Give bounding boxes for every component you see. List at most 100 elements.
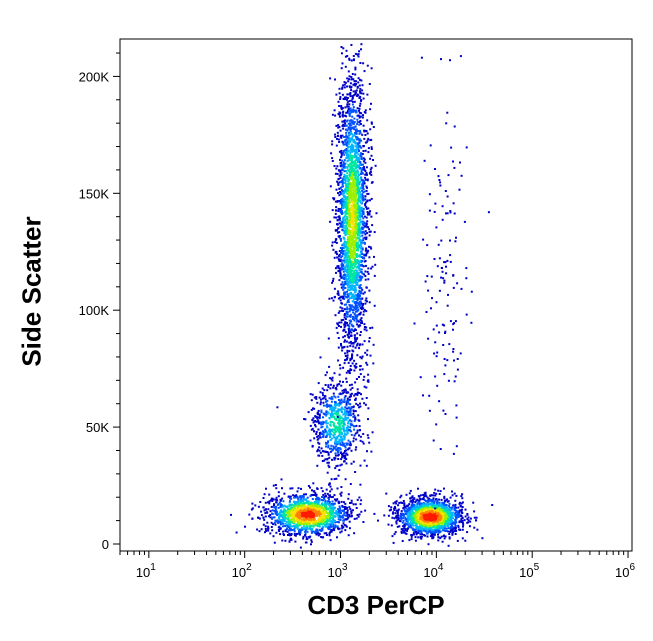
data-point bbox=[346, 258, 349, 261]
data-point bbox=[364, 233, 367, 236]
data-point bbox=[352, 298, 355, 301]
data-point bbox=[345, 417, 348, 420]
data-point bbox=[344, 433, 347, 436]
data-point bbox=[318, 533, 321, 536]
data-point bbox=[314, 415, 317, 418]
data-point bbox=[347, 439, 350, 442]
data-point bbox=[311, 393, 314, 396]
data-point bbox=[338, 441, 341, 444]
data-point bbox=[303, 498, 306, 501]
data-point bbox=[350, 233, 353, 236]
data-point bbox=[346, 129, 349, 132]
data-point bbox=[417, 521, 420, 524]
data-point bbox=[394, 516, 397, 519]
data-point bbox=[405, 493, 408, 496]
data-point bbox=[427, 514, 430, 517]
data-point bbox=[270, 516, 273, 519]
data-point bbox=[330, 504, 333, 507]
data-point bbox=[331, 448, 334, 451]
data-point bbox=[359, 102, 362, 105]
data-point bbox=[344, 55, 347, 58]
data-point bbox=[359, 251, 362, 254]
data-point bbox=[394, 501, 397, 504]
data-point bbox=[348, 132, 351, 134]
data-point bbox=[356, 498, 359, 501]
data-point bbox=[315, 533, 318, 536]
data-point bbox=[418, 499, 421, 502]
data-point bbox=[461, 508, 463, 511]
data-point bbox=[331, 416, 334, 418]
data-point bbox=[290, 538, 293, 541]
data-point bbox=[230, 513, 232, 516]
data-point bbox=[305, 536, 308, 539]
data-point bbox=[318, 510, 321, 513]
data-point bbox=[440, 522, 442, 524]
data-point bbox=[408, 492, 411, 495]
data-point bbox=[362, 521, 365, 523]
data-point bbox=[303, 525, 305, 528]
data-point bbox=[342, 421, 344, 424]
data-point bbox=[319, 436, 322, 439]
data-point bbox=[295, 494, 298, 497]
data-point bbox=[354, 432, 357, 435]
data-point bbox=[313, 437, 316, 440]
data-point bbox=[325, 445, 327, 448]
data-point bbox=[322, 433, 325, 436]
data-point bbox=[355, 228, 357, 231]
data-point bbox=[340, 343, 342, 345]
data-point bbox=[297, 521, 299, 524]
data-point bbox=[343, 297, 346, 300]
data-point bbox=[368, 301, 371, 304]
data-point bbox=[447, 512, 450, 515]
data-point bbox=[418, 509, 421, 512]
data-point bbox=[304, 529, 307, 532]
data-point bbox=[329, 436, 331, 439]
data-point bbox=[445, 522, 448, 524]
data-point bbox=[339, 219, 342, 222]
data-point bbox=[332, 423, 335, 426]
data-point bbox=[444, 514, 447, 517]
data-point bbox=[322, 499, 325, 502]
data-point bbox=[340, 421, 343, 424]
data-point bbox=[328, 519, 331, 522]
data-point bbox=[449, 496, 452, 499]
data-point bbox=[303, 509, 306, 512]
data-point bbox=[411, 496, 414, 499]
data-point bbox=[316, 411, 319, 414]
data-point bbox=[322, 431, 325, 434]
data-point bbox=[311, 493, 314, 496]
data-point bbox=[426, 528, 429, 531]
data-point bbox=[337, 346, 340, 349]
data-point bbox=[344, 249, 347, 252]
data-point bbox=[348, 297, 351, 300]
data-point bbox=[299, 530, 302, 533]
data-point bbox=[338, 215, 341, 218]
data-point bbox=[301, 523, 304, 525]
data-point bbox=[341, 433, 344, 436]
data-point bbox=[430, 533, 433, 536]
data-point bbox=[343, 170, 346, 173]
data-point bbox=[431, 500, 434, 503]
data-point bbox=[359, 439, 362, 442]
data-point bbox=[424, 493, 427, 496]
data-point bbox=[354, 150, 356, 153]
data-point bbox=[317, 382, 320, 385]
data-point bbox=[333, 494, 336, 497]
data-point bbox=[358, 513, 361, 516]
data-point bbox=[289, 500, 291, 503]
data-point bbox=[333, 502, 336, 505]
data-point bbox=[326, 508, 329, 511]
data-point bbox=[328, 416, 331, 419]
data-point bbox=[286, 505, 289, 508]
data-point bbox=[445, 527, 448, 530]
data-point bbox=[322, 435, 324, 438]
data-point bbox=[442, 502, 445, 505]
data-point bbox=[335, 144, 338, 147]
data-point bbox=[458, 514, 461, 517]
data-point bbox=[307, 518, 310, 521]
data-point bbox=[342, 166, 345, 168]
data-point bbox=[326, 502, 329, 505]
data-point bbox=[333, 456, 336, 459]
data-point bbox=[336, 525, 339, 528]
data-point bbox=[286, 527, 288, 530]
